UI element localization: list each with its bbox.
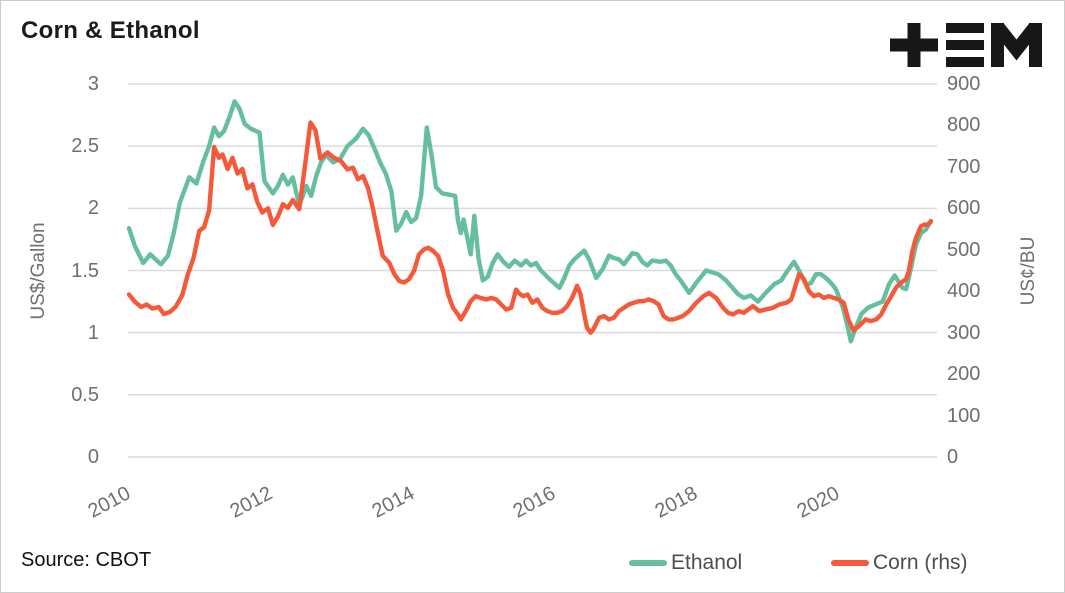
y-left-tick-3: 3 <box>87 73 99 95</box>
y-right-tick-300: 300 <box>947 321 981 344</box>
y-right-tick-600: 600 <box>947 197 981 220</box>
y-right-tick-800: 800 <box>947 114 981 137</box>
letter-m-icon <box>991 23 1042 67</box>
plus-icon <box>890 23 938 67</box>
y-left-tick-2: 2 <box>87 197 99 220</box>
y-right-tick-200: 200 <box>947 363 981 386</box>
source-note: Source: CBOT <box>21 549 152 571</box>
y-right-tick-100: 100 <box>947 404 981 427</box>
legend-item-ethanol: Ethanol <box>629 550 742 576</box>
legend-label-ethanol: Ethanol <box>671 551 743 574</box>
y-right-tick-400: 400 <box>947 280 981 303</box>
y-right-tick-900: 900 <box>947 73 981 95</box>
y-right-tick-500: 500 <box>947 238 981 261</box>
chart-title: Corn & Ethanol <box>21 17 200 44</box>
y-left-tick-0: 0 <box>87 446 99 468</box>
y-left-tick-2.5: 2.5 <box>71 135 99 158</box>
y-left-tick-1: 1 <box>87 321 99 344</box>
y-right-tick-0: 0 <box>947 446 959 468</box>
three-bars-icon <box>946 23 984 67</box>
corn-line-swatch <box>831 560 869 566</box>
legend-label-corn: Corn (rhs) <box>873 551 968 574</box>
series-line-corn-rhs- <box>126 120 934 335</box>
y-axis-left-title: US$/Gallon <box>28 222 49 320</box>
series-line-ethanol <box>126 99 934 344</box>
legend-item-corn: Corn (rhs) <box>831 550 968 576</box>
y-left-tick-0.5: 0.5 <box>71 383 99 406</box>
y-axis-right-title: US¢/BU <box>1018 236 1039 306</box>
brand-logo <box>890 23 1042 67</box>
ethanol-line-swatch <box>629 560 667 566</box>
y-right-tick-700: 700 <box>947 155 981 178</box>
y-left-tick-1.5: 1.5 <box>71 259 99 282</box>
